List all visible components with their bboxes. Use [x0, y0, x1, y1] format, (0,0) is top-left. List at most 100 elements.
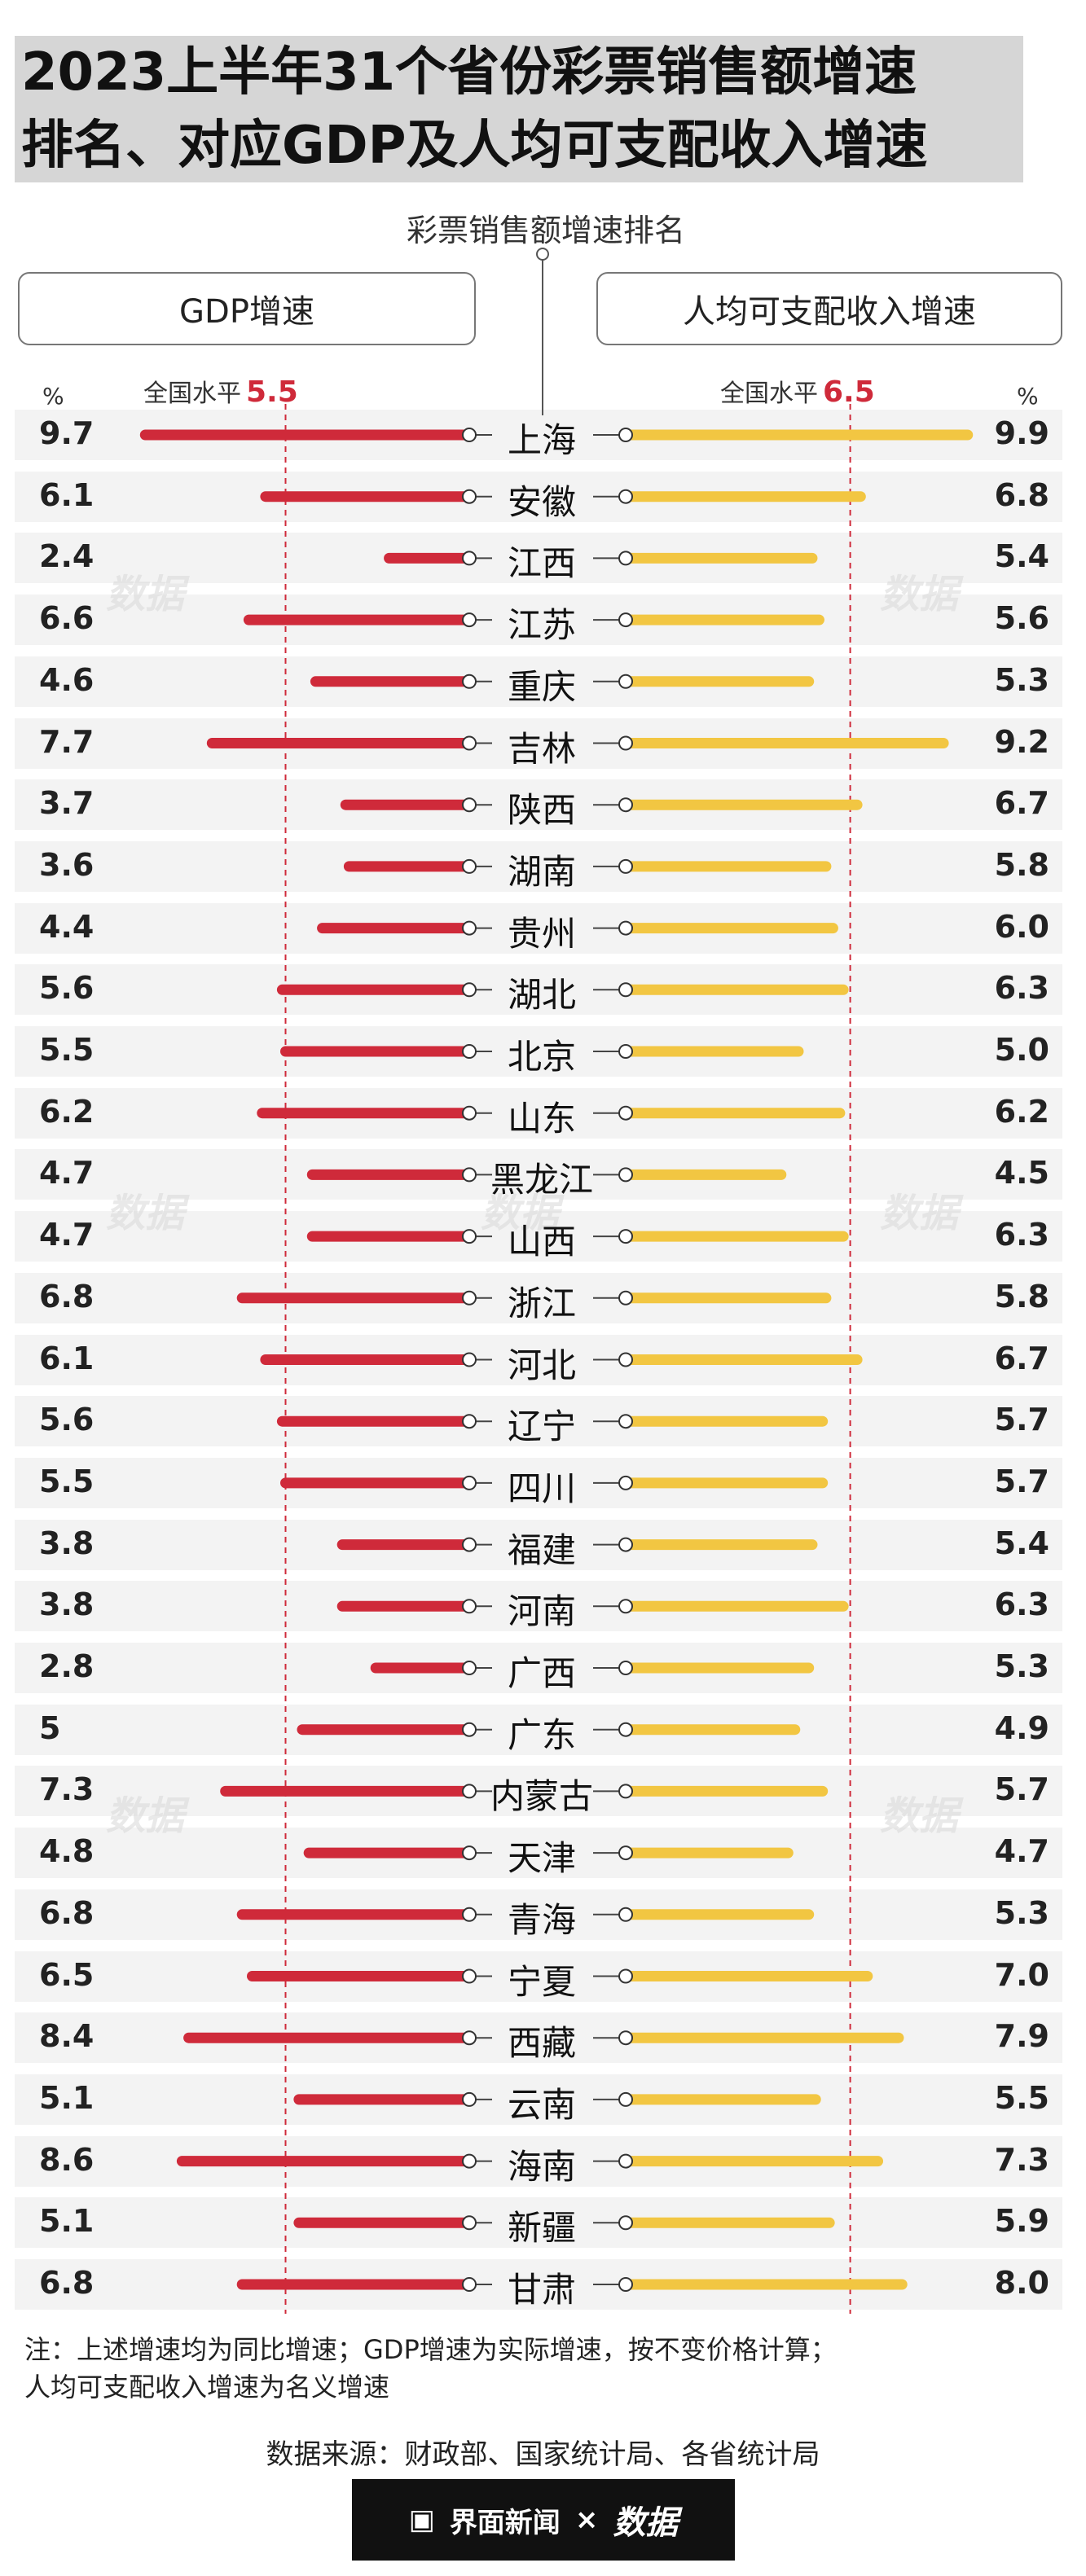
title-line-1: 2023上半年31个省份彩票销售额增速: [21, 42, 917, 103]
data-source: 数据来源：财政部、国家统计局、各省统计局: [266, 2438, 820, 2471]
gdp-value-label: 5.1: [39, 2079, 95, 2116]
income-bar-end-dot: [618, 1845, 633, 1861]
note-line-1: 注：上述增速均为同比增速；GDP增速为实际增速，按不变价格计算；: [24, 2334, 837, 2365]
gdp-bar-end-dot: [462, 1352, 477, 1367]
national-gdp-value: 5.5: [246, 375, 298, 409]
gdp-bar-end-dot: [462, 858, 477, 874]
province-label: 浙江: [507, 1283, 576, 1323]
national-gdp-label: 全国水平 5.5: [143, 373, 298, 409]
row-stripe: [15, 533, 1062, 584]
income-bar-end-dot: [618, 674, 633, 689]
unit-left: %: [42, 383, 64, 410]
gdp-bar-end-dot: [462, 1229, 477, 1244]
income-value-label: 7.0: [994, 1956, 1049, 1993]
income-bar-end-dot: [618, 735, 633, 751]
income-value-label: 5.7: [994, 1402, 1049, 1438]
gdp-value-label: 6.2: [39, 1093, 95, 1130]
gdp-value-label: 2.4: [39, 538, 95, 575]
row-stripe: [15, 2197, 1062, 2249]
income-header: 人均可支配收入增速: [596, 272, 1062, 345]
row-stripe: [15, 840, 1062, 892]
gdp-value-label: 4.6: [39, 661, 95, 698]
row-stripe: [15, 1643, 1062, 1693]
income-bar-end-dot: [618, 1661, 633, 1675]
gdp-bar-end-dot: [462, 1968, 477, 1984]
row-stripe: [15, 1149, 1062, 1200]
national-income-label: 全国水平 6.5: [720, 373, 875, 409]
income-bar-end-dot: [618, 2215, 633, 2231]
row-stripe: [15, 1828, 1062, 1879]
gdp-bar-end-dot: [462, 2030, 477, 2046]
gdp-value-label: 5.5: [39, 1032, 95, 1068]
gdp-bar-end-dot: [462, 489, 477, 504]
province-label: 西藏: [507, 2023, 576, 2064]
income-value-label: 5.8: [994, 1278, 1049, 1314]
income-value-label: 6.3: [994, 1217, 1049, 1253]
gdp-bar-end-dot: [462, 735, 477, 751]
gdp-bar-end-dot: [462, 1845, 477, 1861]
gdp-header: GDP增速: [18, 272, 476, 345]
watermark-7: 数据: [880, 1793, 959, 1839]
row-stripe: [15, 1581, 1062, 1632]
income-bar-end-dot: [618, 797, 633, 813]
gdp-value-label: 9.7: [39, 415, 95, 451]
gdp-value-label: 7.7: [39, 723, 95, 760]
province-label: 广西: [507, 1653, 576, 1693]
gdp-bar-end-dot: [462, 1475, 477, 1490]
income-value-label: 5.3: [994, 1648, 1049, 1684]
gdp-bar-end-dot: [462, 797, 477, 813]
rank-connector-dot: [536, 248, 549, 261]
income-value-label: 9.2: [994, 723, 1049, 760]
income-bar-end-dot: [618, 1784, 633, 1799]
province-label: 河北: [507, 1345, 576, 1385]
province-label: 天津: [507, 1838, 576, 1879]
province-label: 北京: [507, 1037, 576, 1077]
province-label: 青海: [507, 1899, 576, 1940]
title-banner: [15, 36, 1023, 182]
gdp-bar-end-dot: [462, 428, 477, 442]
watermark-3: 数据: [106, 1191, 185, 1236]
gdp-value-label: 7.3: [39, 1771, 95, 1808]
province-label: 吉林: [507, 728, 576, 769]
row-stripe: [15, 964, 1062, 1016]
row-stripe: [15, 2074, 1062, 2125]
watermark-5: 数据: [880, 1191, 959, 1236]
gdp-bar-end-dot: [462, 1167, 477, 1183]
note-line-2: 人均可支配收入增速为名义增速: [24, 2372, 390, 2403]
row-stripe: [15, 1396, 1062, 1447]
income-bar-end-dot: [618, 2153, 633, 2169]
income-bar-end-dot: [618, 428, 633, 442]
gdp-bar-end-dot: [462, 1907, 477, 1922]
income-value-label: 4.5: [994, 1155, 1049, 1191]
gdp-value-label: 6.8: [39, 1894, 95, 1931]
income-value-label: 5.7: [994, 1463, 1049, 1499]
gdp-value-label: 5.5: [39, 1463, 95, 1499]
gdp-bar-end-dot: [462, 1722, 477, 1737]
gdp-bar-end-dot: [462, 1105, 477, 1121]
income-value-label: 5.9: [994, 2203, 1049, 2240]
income-value-label: 5.5: [994, 2079, 1049, 2116]
income-bar-end-dot: [618, 1105, 633, 1121]
income-bar-end-dot: [618, 1352, 633, 1367]
province-label: 辽宁: [507, 1406, 576, 1447]
income-bar-end-dot: [618, 1722, 633, 1737]
income-value-label: 6.3: [994, 970, 1049, 1007]
gdp-value-label: 4.8: [39, 1833, 95, 1870]
income-bar-end-dot: [618, 1414, 633, 1429]
row-stripe: [15, 1026, 1062, 1077]
watermark-1: 数据: [106, 572, 185, 617]
province-label: 云南: [507, 2084, 576, 2125]
gdp-value-label: 5.1: [39, 2203, 95, 2240]
national-income-text: 全国水平: [720, 380, 818, 408]
rank-subheading: 彩票销售额增速排名: [406, 213, 685, 248]
income-bar-end-dot: [618, 920, 633, 936]
income-value-label: 6.0: [994, 908, 1049, 945]
income-bar-end-dot: [618, 1229, 633, 1244]
gdp-value-label: 6.1: [39, 476, 95, 513]
gdp-value-label: 8.6: [39, 2141, 95, 2178]
income-bar-end-dot: [618, 612, 633, 628]
income-bar-end-dot: [618, 2091, 633, 2107]
province-label: 甘肃: [507, 2270, 576, 2310]
income-bar-end-dot: [618, 858, 633, 874]
row-stripe: [15, 656, 1062, 707]
